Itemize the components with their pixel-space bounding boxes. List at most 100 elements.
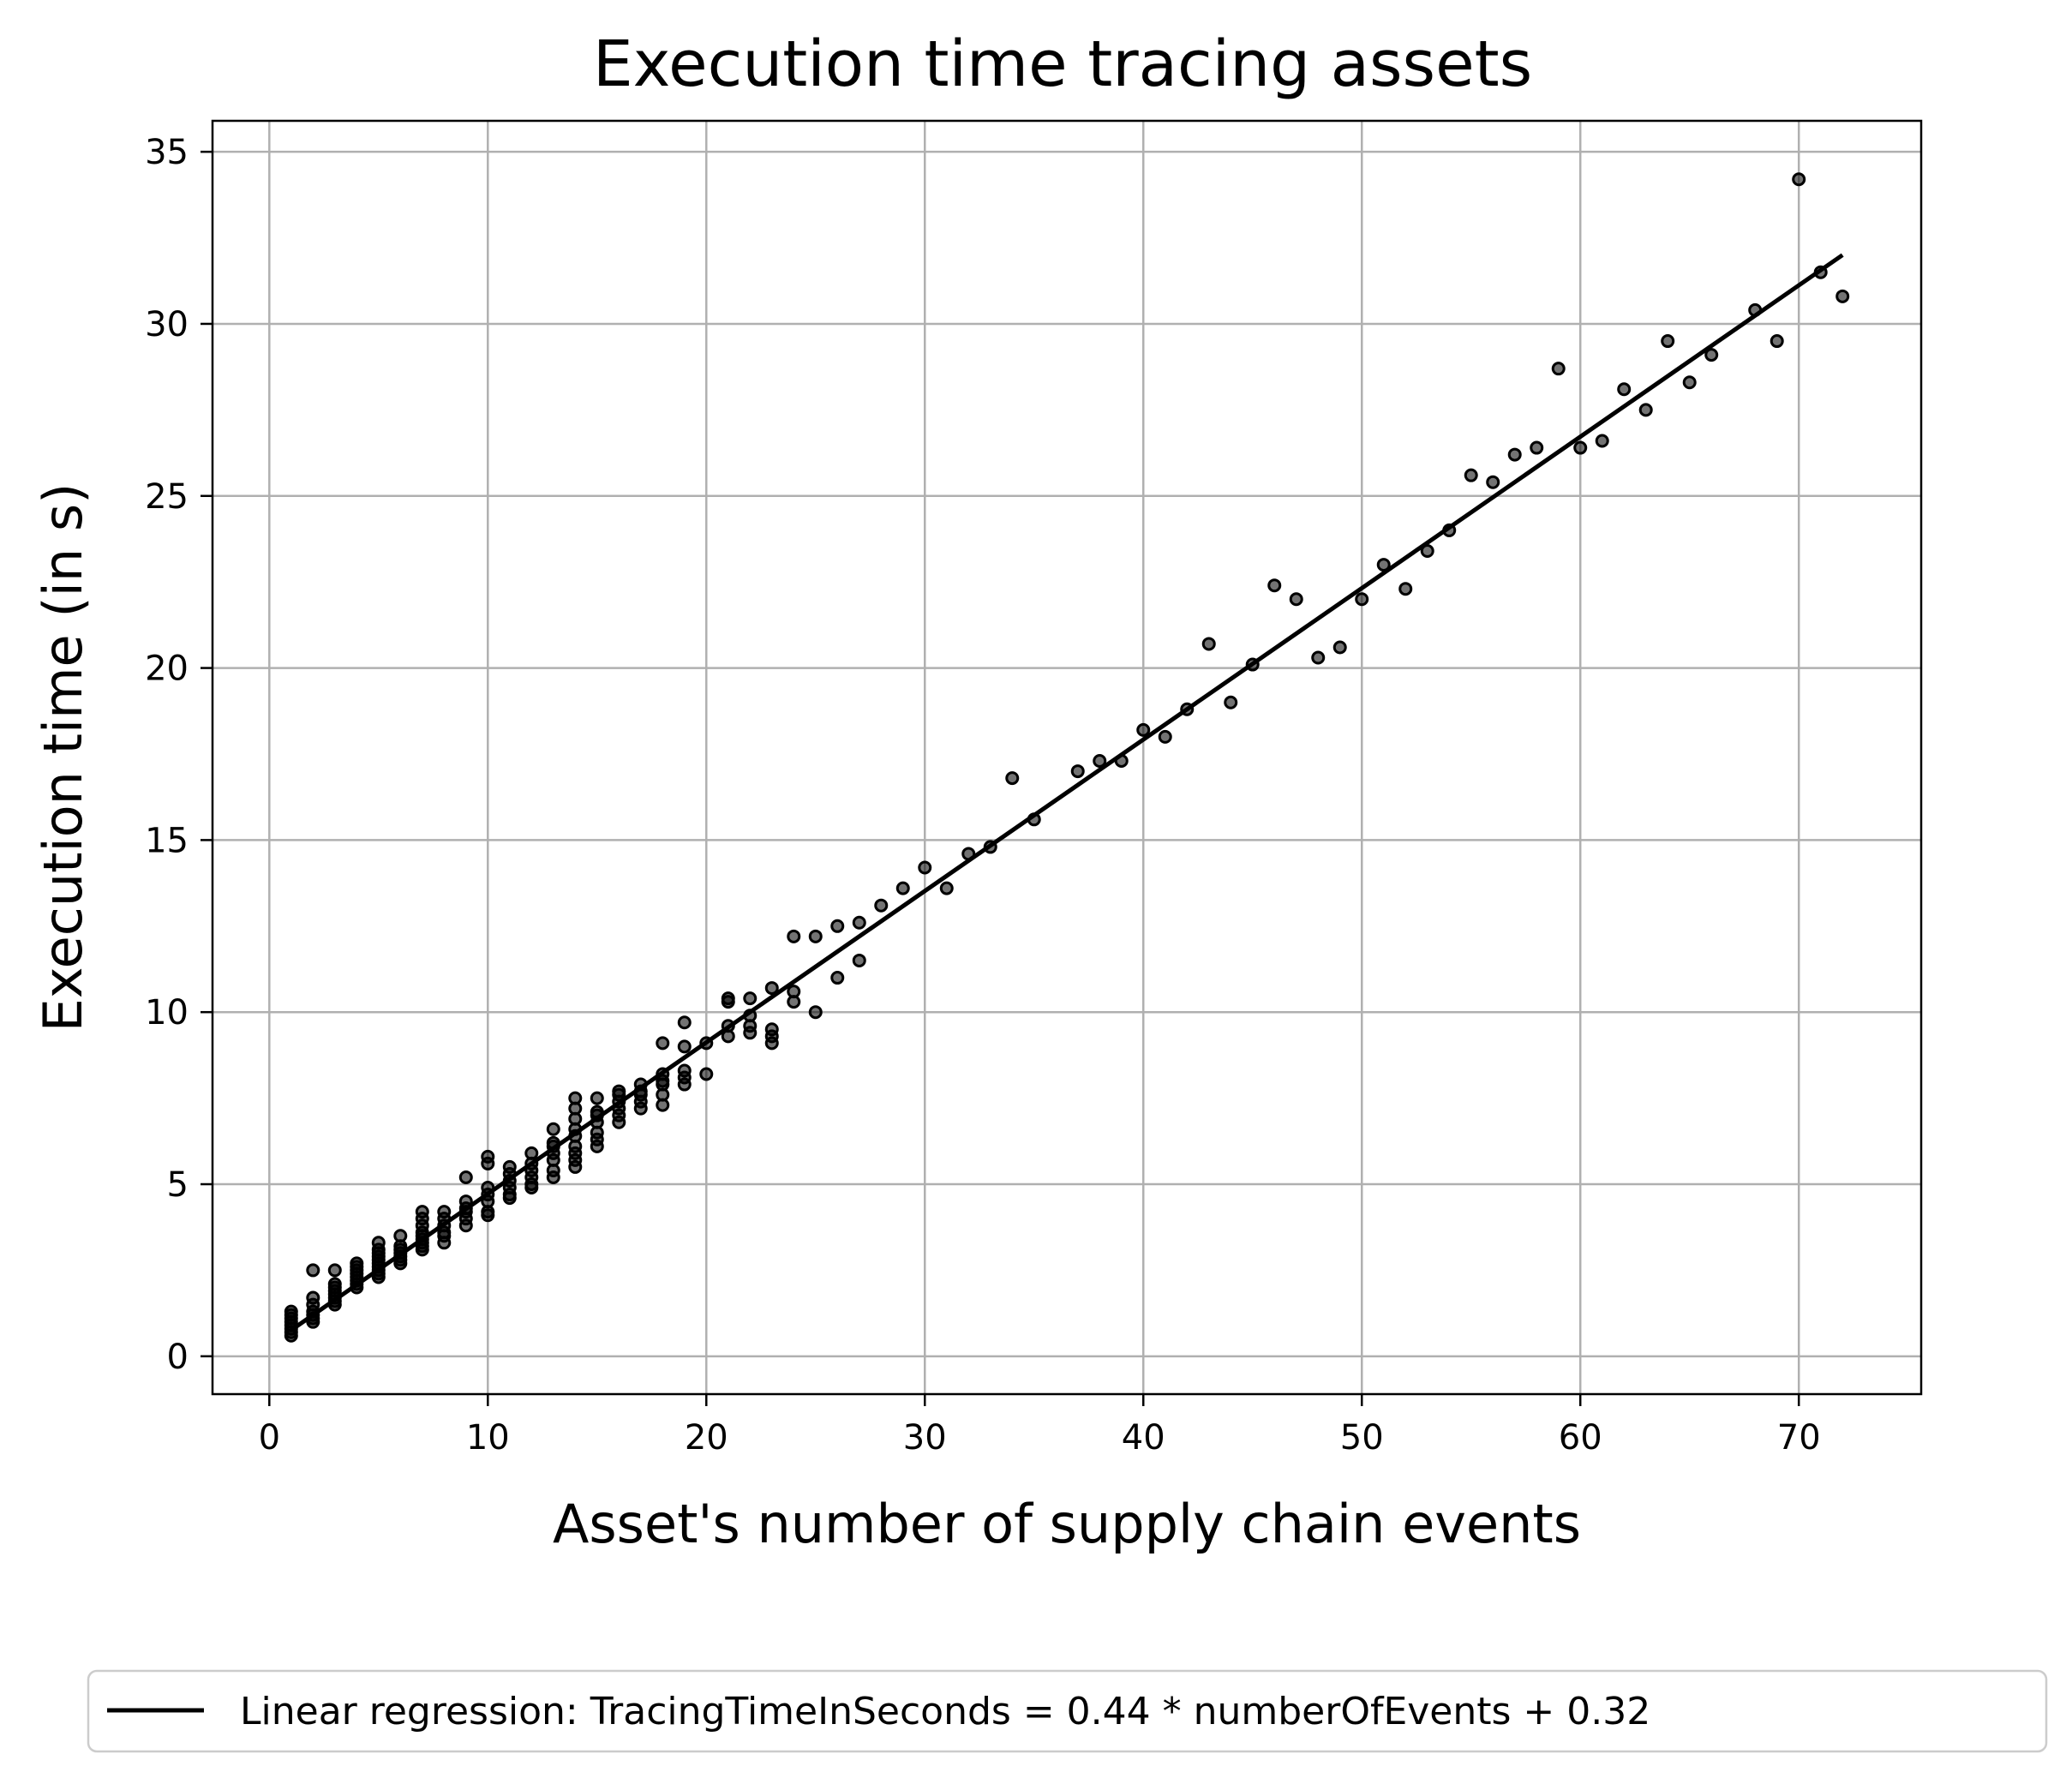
legend-box [87, 1669, 2048, 1753]
data-point [327, 1277, 342, 1291]
data-point [1376, 558, 1391, 572]
data-point [350, 1256, 364, 1271]
x-tick-label: 20 [685, 1418, 728, 1458]
data-point [1682, 375, 1697, 390]
data-point [787, 929, 801, 943]
data-point [1224, 695, 1238, 709]
y-tick-label: 10 [145, 993, 189, 1033]
y-tick-label: 30 [145, 305, 189, 344]
data-point [830, 971, 845, 985]
data-point [1355, 592, 1369, 607]
data-point [721, 991, 735, 1006]
data-point [590, 1091, 604, 1105]
data-point [612, 1084, 626, 1099]
data-point [568, 1091, 583, 1105]
data-point [415, 1205, 429, 1219]
data-point [1158, 729, 1172, 744]
x-tick-label: 0 [259, 1418, 280, 1458]
y-axis: 0 5 10 15 20 25 30 35 [145, 133, 213, 1377]
y-tick-label: 5 [167, 1165, 189, 1205]
data-point [852, 953, 866, 967]
data-point [677, 1039, 692, 1054]
data-point [1704, 348, 1719, 362]
data-point [764, 1022, 779, 1037]
data-point [1289, 592, 1303, 607]
data-point [677, 1015, 692, 1030]
data-point [1332, 640, 1347, 655]
x-axis-title: Asset's number of supply chain events [553, 1493, 1581, 1555]
data-point [699, 1067, 714, 1081]
data-point [1507, 447, 1522, 462]
x-tick-label: 70 [1777, 1418, 1821, 1458]
data-point [546, 1122, 560, 1136]
data-point [874, 898, 889, 913]
data-point [284, 1304, 298, 1319]
data-point [1551, 362, 1566, 376]
y-tick-label: 20 [145, 650, 189, 689]
data-point [895, 881, 910, 895]
legend-label: Linear regression: TracingTimeInSeconds … [240, 1690, 1650, 1733]
data-point [1770, 334, 1784, 349]
data-point [306, 1290, 320, 1305]
data-point [306, 1263, 320, 1278]
data-point [1420, 544, 1434, 559]
x-tick-label: 50 [1340, 1418, 1384, 1458]
x-tick-label: 60 [1559, 1418, 1602, 1458]
data-point [918, 860, 932, 875]
data-point [656, 1036, 670, 1051]
data-point [1595, 434, 1609, 448]
data-point [1638, 403, 1653, 417]
data-point [743, 991, 758, 1006]
y-axis-title: Execution time (in s) [32, 483, 94, 1033]
regression-line-layer [290, 253, 1844, 1332]
x-tick-label: 40 [1122, 1418, 1165, 1458]
x-tick-label: 10 [466, 1418, 510, 1458]
data-point [1136, 722, 1151, 737]
y-tick-label: 15 [145, 821, 189, 860]
data-point [1093, 754, 1107, 769]
data-point [437, 1205, 452, 1219]
data-point [677, 1063, 692, 1078]
grid [213, 121, 1921, 1394]
data-point [1005, 771, 1020, 786]
data-point [1530, 440, 1544, 455]
x-axis: 0 10 20 30 40 50 60 70 [259, 1394, 1821, 1458]
data-point [852, 915, 866, 930]
data-point [1835, 289, 1850, 303]
regression-line [290, 253, 1844, 1332]
data-point [1201, 637, 1216, 651]
y-tick-label: 35 [145, 133, 189, 172]
legend: Linear regression: TracingTimeInSeconds … [87, 1669, 2048, 1753]
data-point [524, 1146, 539, 1160]
data-point [808, 1005, 823, 1020]
data-point [458, 1170, 473, 1184]
data-point [1464, 468, 1478, 482]
data-point [787, 985, 801, 999]
x-tick-label: 30 [903, 1418, 947, 1458]
data-point [830, 919, 845, 933]
data-point [371, 1236, 386, 1250]
data-point [327, 1263, 342, 1278]
data-point [1267, 578, 1282, 593]
data-point [481, 1149, 495, 1164]
data-point [1617, 382, 1632, 397]
data-point [1070, 764, 1085, 779]
y-tick-label: 0 [167, 1338, 189, 1377]
data-point [1661, 334, 1675, 349]
data-point [502, 1159, 517, 1174]
data-point [808, 929, 823, 943]
data-point [1311, 650, 1326, 665]
plot-area-frame [211, 119, 1923, 1396]
data-point [393, 1229, 408, 1243]
data-point [939, 881, 954, 895]
chart-title: Execution time tracing assets [593, 27, 1532, 101]
data-point [1486, 475, 1500, 489]
data-point [1792, 172, 1806, 187]
data-point [1573, 440, 1588, 455]
y-tick-label: 25 [145, 477, 189, 517]
data-point [1398, 582, 1413, 596]
data-point [764, 981, 779, 996]
